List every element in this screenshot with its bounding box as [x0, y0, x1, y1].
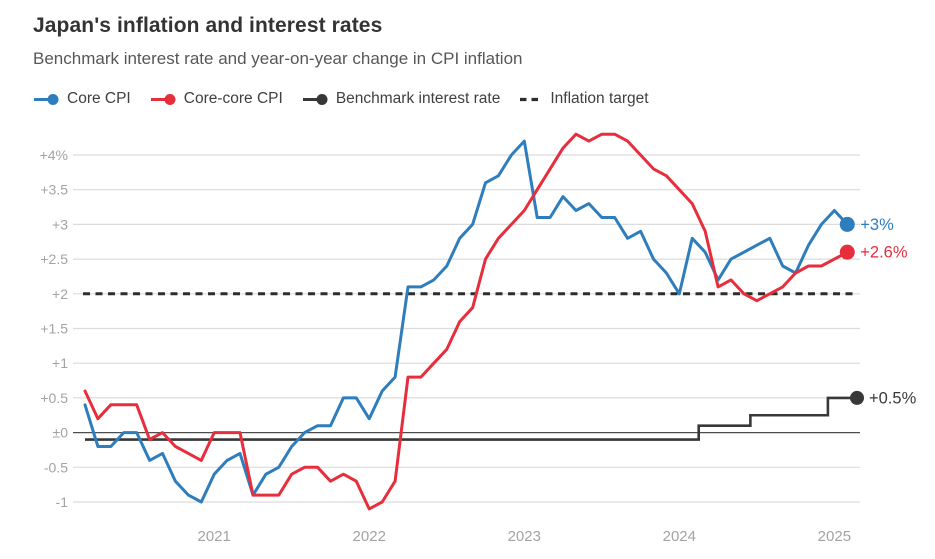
core-cpi-end-dot	[839, 216, 855, 232]
x-tick-label: 2022	[353, 528, 386, 545]
line-dot-icon	[150, 93, 176, 105]
legend-item-core-cpi: Core CPI	[33, 90, 131, 108]
legend-label: Benchmark interest rate	[335, 90, 501, 107]
y-tick-label: +0.5	[40, 390, 68, 406]
y-tick-label: +3	[52, 216, 68, 232]
chart-title: Japan's inflation and interest rates	[33, 14, 383, 37]
x-tick-label: 2024	[663, 528, 696, 545]
legend-item-inflation-target: Inflation target	[519, 90, 649, 108]
legend-label: Inflation target	[550, 90, 649, 107]
y-tick-label: +1.5	[40, 321, 68, 337]
benchmark-rate-line	[85, 396, 857, 441]
chart-subtitle: Benchmark interest rate and year-on-year…	[33, 49, 523, 68]
chart-header: Japan's inflation and interest rates Ben…	[33, 14, 522, 69]
x-tick-label: 2025	[818, 528, 851, 545]
legend-label: Core-core CPI	[183, 90, 283, 107]
legend-label: Core CPI	[67, 90, 131, 107]
line-dot-icon	[302, 93, 328, 105]
core-cpi-end-label: +3%	[860, 216, 894, 234]
y-tick-label: +4%	[40, 147, 68, 163]
x-tick-label: 2023	[508, 528, 541, 545]
y-tick-label: +1	[52, 355, 68, 371]
x-tick-label: 2021	[198, 528, 231, 545]
core-cpi-line	[83, 139, 849, 504]
y-tick-label: +3.5	[40, 182, 68, 198]
benchmark-rate-end-label: +0.5%	[869, 389, 917, 407]
core-core-cpi-end-dot	[839, 244, 855, 260]
line-dot-icon	[34, 93, 59, 105]
y-tick-label: +2.5	[40, 251, 68, 267]
benchmark-rate-end-dot	[850, 390, 864, 405]
y-tick-label: -0.5	[44, 459, 68, 475]
legend-item-core-core-cpi: Core-core CPI	[150, 90, 283, 108]
y-tick-label: ±0	[53, 425, 69, 441]
dashed-line-icon	[520, 97, 543, 101]
core-core-cpi-end-label: +2.6%	[860, 244, 908, 262]
core-core-cpi-line	[83, 132, 849, 511]
y-tick-label: -1	[56, 494, 69, 510]
chart-legend: Core CPI Core-core CPI Benchmark interes…	[33, 90, 649, 108]
y-tick-label: +2	[52, 286, 68, 302]
legend-item-benchmark-rate: Benchmark interest rate	[302, 90, 501, 108]
